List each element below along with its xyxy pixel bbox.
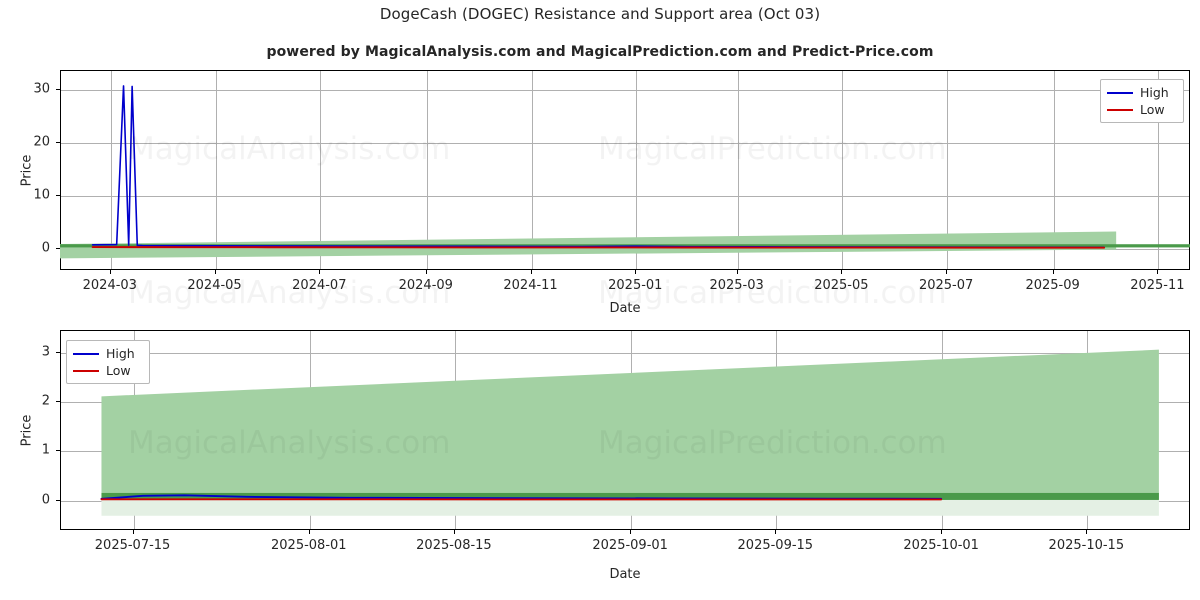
band-zero-accent [101,492,1159,500]
overview-legend[interactable]: High Low [1100,79,1184,123]
series-line-low [91,246,1106,249]
ytick-mark [56,247,60,249]
xtick-label: 2025-05 [814,278,869,293]
xtick-mark [425,270,427,274]
gridline-horizontal [61,89,1189,91]
ytick-label: 20 [33,134,50,150]
gridline-vertical [947,71,949,269]
legend-color-swatch [73,369,99,372]
xtick-mark [319,270,321,274]
gridline-vertical [737,71,739,269]
zoom-legend[interactable]: High Low [66,340,150,384]
xtick-label: 2025-10-15 [1048,538,1125,553]
zoom-legend-item[interactable]: High [73,345,142,362]
band-resistance-support-area [101,349,1159,500]
xtick-mark [775,530,777,534]
xtick-mark [841,270,843,274]
ytick-label: 3 [41,344,50,360]
xtick-mark [1052,270,1054,274]
gridline-vertical [842,71,844,269]
ytick-mark [56,88,60,90]
xtick-label: 2025-11 [1130,278,1185,293]
legend-label: High [1140,85,1169,100]
xtick-label: 2025-07 [918,278,974,293]
overview-xaxis-title: Date [609,301,641,316]
ytick-label: 10 [33,187,50,203]
xtick-mark [308,530,310,534]
zoom-chart-panel [60,330,1190,530]
ytick-label: 2 [41,393,50,409]
ytick-mark [56,194,60,196]
legend-color-swatch [73,352,99,355]
xtick-mark [453,530,456,534]
overview-legend-item[interactable]: Low [1107,101,1176,118]
ytick-mark [56,141,60,143]
xtick-label: 2025-03 [709,278,764,293]
gridline-horizontal [61,353,1189,355]
gridline-vertical [1158,71,1160,269]
xtick-label: 2025-09-01 [592,538,668,553]
xtick-mark [132,530,134,534]
xtick-label: 2024-11 [503,278,558,293]
xtick-mark [1157,270,1159,274]
gridline-horizontal [61,195,1189,197]
gridline-vertical [636,71,638,269]
gridline-horizontal [61,142,1189,144]
xtick-label: 2025-07-15 [94,538,171,553]
zoom-xaxis-title: Date [609,567,641,582]
ytick-mark [56,352,60,354]
ytick-label: 1 [41,442,50,458]
xtick-mark [630,530,632,534]
gridline-vertical [426,71,428,269]
xtick-mark [941,530,943,534]
ytick-mark [56,499,60,501]
ytick-label: 0 [41,240,50,256]
gridline-vertical [531,71,533,269]
legend-label: Low [1140,102,1165,117]
xtick-label: 2025-10-01 [903,538,979,553]
overview-yaxis-title: Price [19,154,35,187]
gridline-vertical [110,71,112,269]
legend-label: Low [106,363,131,378]
page-subtitle: powered by MagicalAnalysis.com and Magic… [266,44,934,60]
zoom-yaxis-title: Price [19,414,35,447]
ytick-mark [56,401,60,403]
ytick-mark [56,450,60,452]
zoom-legend-item[interactable]: Low [73,362,142,379]
xtick-label: 2024-09 [398,278,453,293]
xtick-mark [214,270,216,274]
band-support-lower-area [101,499,1159,516]
legend-color-swatch [1107,91,1133,94]
ytick-label: 30 [33,81,50,97]
ytick-label: 0 [41,492,50,508]
xtick-mark [1086,530,1088,534]
xtick-label: 2025-09 [1025,278,1080,293]
overview-chart-panel [60,70,1190,270]
overview-plot-area [60,70,1190,270]
xtick-label: 2024-07 [292,278,347,293]
xtick-label: 2025-09-15 [737,538,814,553]
xtick-label: 2025-08-01 [271,538,347,553]
xtick-mark [736,270,738,274]
legend-label: High [106,346,135,361]
series-line-high [91,85,1105,249]
xtick-label: 2024-03 [82,278,137,293]
page-title: DogeCash (DOGEC) Resistance and Support … [379,5,821,23]
xtick-mark [946,270,948,274]
gridline-vertical [320,71,322,269]
overview-plot-svg [60,85,1190,259]
zoom-plot-svg [100,349,1159,516]
overview-legend-item[interactable]: High [1107,84,1176,101]
xtick-mark [635,270,637,274]
xtick-mark [109,270,111,274]
xtick-label: 2025-01 [608,278,663,293]
gridline-vertical [215,71,217,269]
xtick-mark [530,270,532,274]
xtick-label: 2025-08-15 [416,538,492,553]
xtick-label: 2024-05 [187,278,242,293]
gridline-vertical [1053,71,1055,269]
legend-color-swatch [1107,108,1133,111]
